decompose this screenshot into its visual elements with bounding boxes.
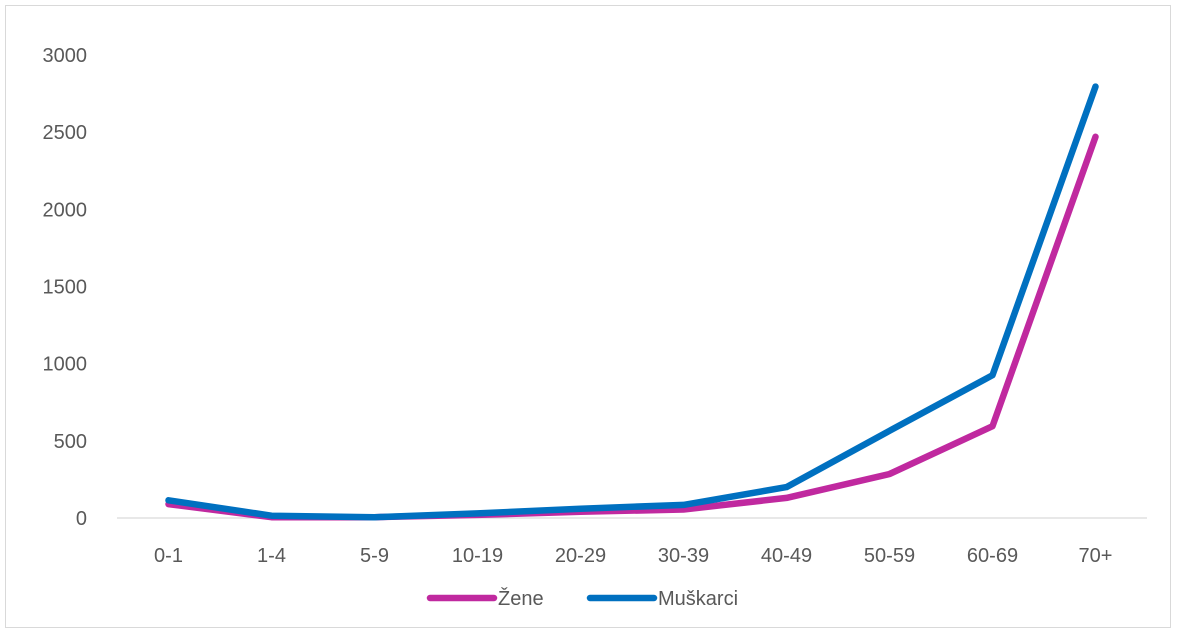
y-tick-label: 1500 (43, 277, 88, 299)
y-tick-label: 3000 (43, 45, 88, 67)
chart-frame (5, 5, 1171, 628)
y-axis: 0 500 1000 1500 2000 2500 3000 (43, 45, 88, 530)
x-tick-label: 70+ (1079, 545, 1113, 567)
x-tick-label: 60-69 (967, 545, 1018, 567)
x-tick-label: 1-4 (257, 545, 286, 567)
legend-label-1: Muškarci (658, 588, 738, 610)
x-tick-label: 0-1 (154, 545, 183, 567)
legend-label-0: Žene (498, 587, 544, 610)
series-line-1 (165, 83, 1099, 521)
y-tick-label: 1000 (43, 354, 88, 376)
series-line-0 (165, 133, 1099, 521)
x-tick-label: 10-19 (452, 545, 503, 567)
x-tick-label: 50-59 (864, 545, 915, 567)
y-tick-label: 2000 (43, 199, 88, 221)
x-axis: 0-1 1-4 5-9 10-19 20-29 30-39 40-49 50-59 60-69 7… (117, 517, 1147, 567)
x-tick-label: 5-9 (360, 545, 389, 567)
y-tick-label: 500 (54, 431, 87, 453)
legend: Žene Muškarci (426, 587, 738, 610)
y-tick-label: 2500 (43, 122, 88, 144)
series-lines (165, 83, 1099, 521)
x-tick-label: 40-49 (761, 545, 812, 567)
y-tick-label: 0 (76, 508, 87, 530)
x-tick-label: 30-39 (658, 545, 709, 567)
x-tick-label: 20-29 (555, 545, 606, 567)
